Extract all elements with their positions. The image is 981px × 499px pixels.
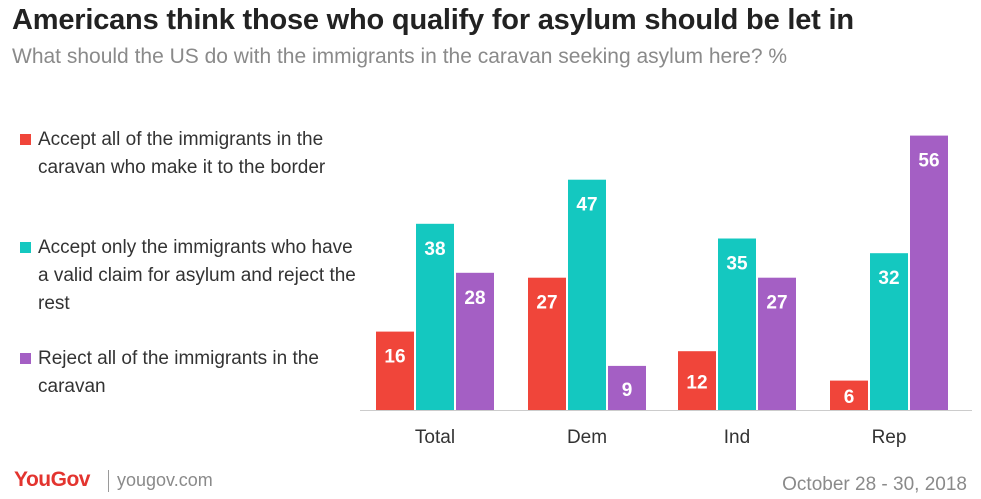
bar-label-rep-series-2: 32 (878, 268, 899, 289)
category-label-rep: Rep (872, 427, 907, 448)
bar-ind-series-2 (718, 238, 756, 410)
bar-dem-series-2 (568, 179, 606, 410)
bar-ind-series-1 (678, 351, 716, 410)
bar-rep-series-1 (830, 380, 868, 410)
legend-label-accept-all: Accept all of the immigrants in the cara… (38, 129, 326, 178)
bar-rep-series-2 (870, 253, 908, 410)
bar-label-dem-series-3: 9 (622, 380, 633, 401)
category-label-total: Total (415, 427, 455, 448)
bar-label-total-series-1: 16 (384, 347, 405, 368)
chart-title: Americans think those who qualify for as… (12, 4, 854, 36)
bar-rep-series-3 (910, 135, 948, 410)
bar-label-total-series-3: 28 (464, 288, 485, 309)
legend-swatch-reject-all (20, 353, 31, 364)
bar-label-ind-series-2: 35 (726, 254, 748, 275)
bar-total-series-2 (416, 223, 454, 410)
bar-ind-series-3 (758, 277, 796, 410)
bar-dem-series-1 (528, 277, 566, 410)
bar-total-series-1 (376, 331, 414, 410)
footer-site: yougov.com (117, 470, 213, 490)
bar-label-total-series-2: 38 (424, 239, 445, 260)
footer-divider (108, 470, 109, 492)
yougov-logo: YouGov (14, 468, 90, 491)
legend-swatch-accept-all (20, 134, 31, 145)
bar-total-series-3 (456, 272, 494, 410)
legend-item-accept-valid: Accept only the immigrants who have a va… (20, 234, 360, 318)
bar-label-rep-series-1: 6 (844, 387, 855, 408)
footer-date: October 28 - 30, 2018 (782, 474, 967, 495)
bar-label-rep-series-3: 56 (918, 151, 939, 172)
legend-swatch-accept-valid (20, 242, 31, 253)
legend-item-accept-all: Accept all of the immigrants in the cara… (20, 126, 360, 182)
bar-label-dem-series-2: 47 (576, 195, 597, 216)
bar-label-ind-series-3: 27 (766, 293, 787, 314)
legend-label-reject-all: Reject all of the immigrants in the cara… (38, 348, 319, 397)
category-label-ind: Ind (724, 427, 750, 448)
bar-label-ind-series-1: 12 (686, 373, 707, 394)
chart-subtitle: What should the US do with the immigrant… (12, 45, 788, 68)
bar-label-dem-series-1: 27 (536, 293, 557, 314)
legend-label-accept-valid: Accept only the immigrants who have a va… (38, 237, 356, 314)
legend-item-reject-all: Reject all of the immigrants in the cara… (20, 345, 360, 401)
category-label-dem: Dem (567, 427, 607, 448)
bar-dem-series-3 (608, 365, 646, 410)
